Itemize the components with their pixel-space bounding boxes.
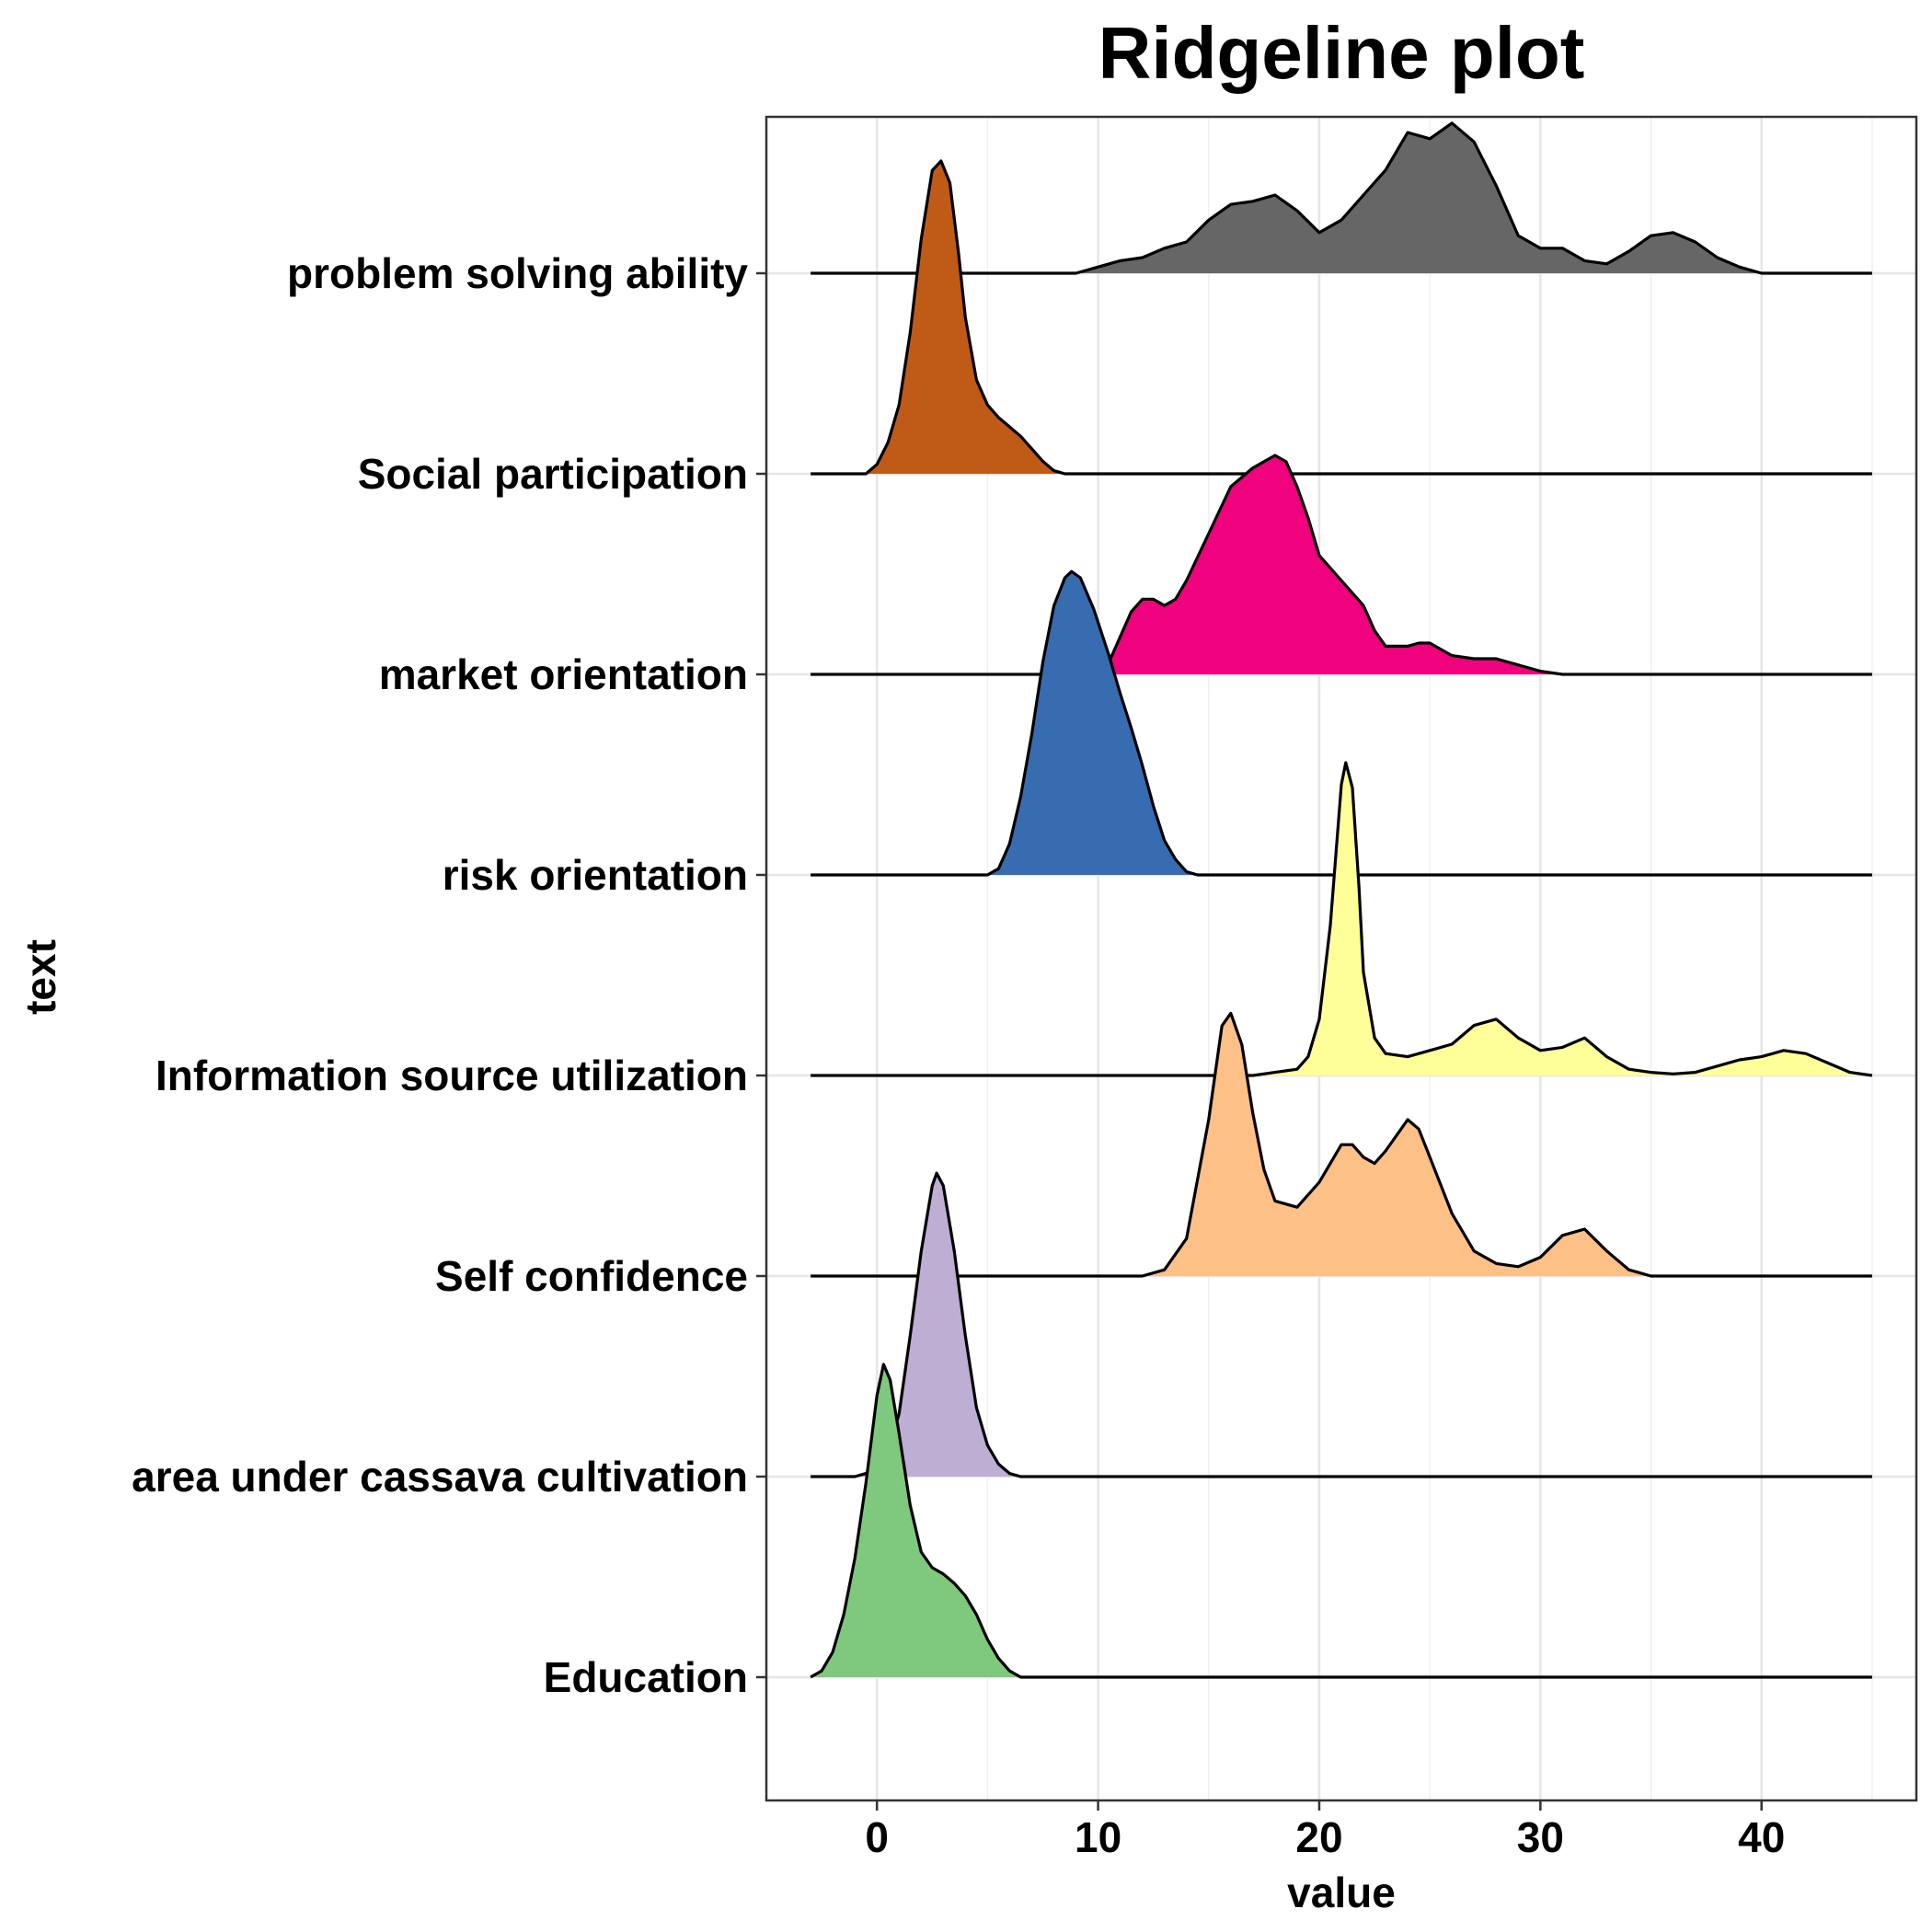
- ridge-area-area-under-cassava-cultivation: [811, 1173, 1021, 1477]
- x-tick-label-20: 20: [1295, 1813, 1342, 1861]
- ridge-area-social-participation: [866, 161, 1065, 474]
- y-axis-ticks: Education area under cassava cultivation S…: [132, 249, 766, 1701]
- y-tick-label-problem-solving-ability: problem solving ability: [287, 249, 748, 297]
- ridge-self-confidence: [811, 1011, 1872, 1278]
- ridge-risk-orientation: [811, 569, 1872, 877]
- ridge-area-risk-orientation: [987, 571, 1198, 875]
- ridge-outline-market-orientation: [811, 454, 1872, 676]
- x-axis-label: value: [1287, 1869, 1396, 1916]
- y-tick-label-education: Education: [544, 1653, 748, 1701]
- ridge-outline-problem-solving-ability: [811, 121, 1872, 275]
- y-tick-label-social-participation: Social participation: [358, 450, 748, 498]
- ridge-area-market-orientation: [1098, 455, 1563, 674]
- ridge-problem-solving-ability: [811, 121, 1872, 275]
- ridge-outline-risk-orientation: [811, 569, 1872, 877]
- y-tick-label-risk-orientation: risk orientation: [443, 851, 748, 899]
- x-tick-label-10: 10: [1075, 1813, 1121, 1861]
- y-tick-label-market-orientation: market orientation: [379, 650, 748, 698]
- ridge-area-self-confidence: [1142, 1013, 1651, 1276]
- ridge-social-participation: [811, 159, 1872, 476]
- ridge-market-orientation: [811, 454, 1872, 676]
- x-axis-ticks: 0 10 20 30 40: [865, 1800, 1785, 1861]
- ridge-outline-social-participation: [811, 159, 1872, 476]
- x-tick-label-40: 40: [1738, 1813, 1785, 1861]
- y-tick-label-self-confidence: Self confidence: [435, 1252, 748, 1300]
- y-tick-label-area-under-cassava-cultivation: area under cassava cultivation: [132, 1453, 748, 1501]
- ridge-area-problem-solving-ability: [1075, 122, 1762, 273]
- ridge-outline-information-source-utilization: [811, 761, 1873, 1077]
- ridge-area-education: [811, 1364, 1021, 1677]
- x-tick-label-30: 30: [1517, 1813, 1564, 1861]
- panel-border: [765, 115, 1918, 1802]
- ridges: [810, 121, 1873, 1679]
- ridge-education: [810, 1363, 1872, 1679]
- y-tick-label-information-source-utilization: Information source utilization: [155, 1052, 748, 1099]
- chart-title: Ridgeline plot: [1098, 12, 1585, 94]
- ridge-outline-education: [810, 1363, 1872, 1679]
- ridge-information-source-utilization: [811, 761, 1873, 1077]
- y-axis-label: text: [17, 939, 64, 1015]
- ridge-area-information-source-utilization: [1252, 763, 1872, 1075]
- ridge-outline-self-confidence: [811, 1011, 1872, 1278]
- x-tick-label-0: 0: [865, 1813, 889, 1861]
